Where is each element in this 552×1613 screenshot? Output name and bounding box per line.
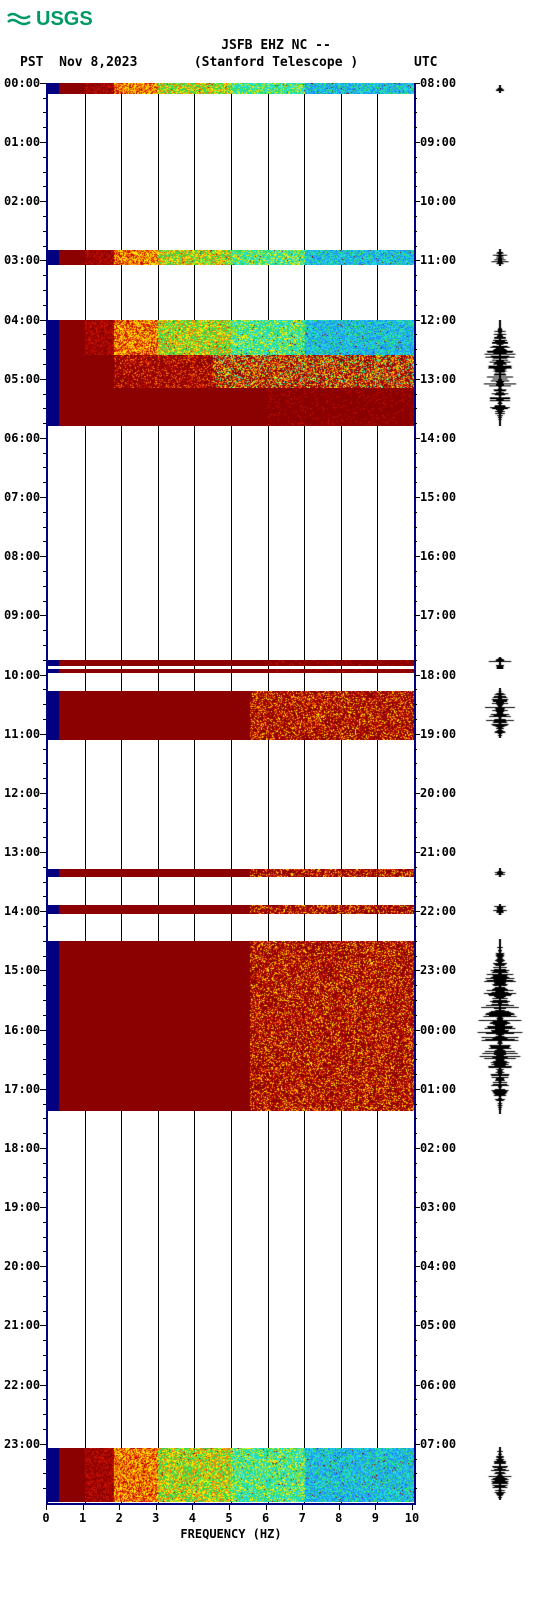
spectral-band xyxy=(48,669,414,674)
spectral-band xyxy=(48,941,414,1111)
waveform-trace xyxy=(465,688,535,738)
waveform-trace xyxy=(465,939,535,1114)
y-label-left: 12:00 xyxy=(4,786,40,800)
waveform-trace xyxy=(465,868,535,877)
x-tick-label: 3 xyxy=(152,1511,159,1525)
y-label-right: 16:00 xyxy=(420,549,456,563)
y-label-left: 05:00 xyxy=(4,372,40,386)
y-label-left: 00:00 xyxy=(4,76,40,90)
y-label-right: 14:00 xyxy=(420,431,456,445)
y-label-right: 08:00 xyxy=(420,76,456,90)
spectral-band xyxy=(48,905,414,914)
y-label-right: 12:00 xyxy=(420,313,456,327)
spectral-band xyxy=(48,869,414,877)
y-label-left: 17:00 xyxy=(4,1082,40,1096)
y-label-left: 08:00 xyxy=(4,549,40,563)
spectral-band xyxy=(48,1448,414,1501)
spectral-band xyxy=(48,355,414,388)
y-label-left: 03:00 xyxy=(4,253,40,267)
y-label-right: 15:00 xyxy=(420,490,456,504)
y-label-right: 07:00 xyxy=(420,1437,456,1451)
y-label-left: 19:00 xyxy=(4,1200,40,1214)
y-label-left: 16:00 xyxy=(4,1023,40,1037)
chart-header: JSFB EHZ NC -- PST Nov 8,2023 (Stanford … xyxy=(0,38,552,71)
y-label-left: 13:00 xyxy=(4,845,40,859)
waveform-trace xyxy=(465,249,535,267)
tz-left-label: PST Nov 8,2023 xyxy=(20,55,137,72)
spectrogram-chart: FREQUENCY (HZ) 0 1 2 3 4 5 6 7 8 9 10 00:00 01:00 02… xyxy=(0,83,552,1563)
y-label-left: 20:00 xyxy=(4,1259,40,1273)
y-label-right: 21:00 xyxy=(420,845,456,859)
x-tick-label: 1 xyxy=(79,1511,86,1525)
spectral-band xyxy=(48,320,414,356)
waveform-trace xyxy=(465,85,535,93)
x-tick-label: 6 xyxy=(262,1511,269,1525)
x-tick-label: 0 xyxy=(42,1511,49,1525)
waveform-trace xyxy=(465,320,535,427)
y-label-right: 06:00 xyxy=(420,1378,456,1392)
y-label-left: 23:00 xyxy=(4,1437,40,1451)
y-label-right: 03:00 xyxy=(420,1200,456,1214)
y-label-right: 05:00 xyxy=(420,1318,456,1332)
x-axis: FREQUENCY (HZ) 012345678910 xyxy=(46,1505,416,1555)
x-tick-label: 4 xyxy=(189,1511,196,1525)
y-label-right: 22:00 xyxy=(420,904,456,918)
y-label-right: 19:00 xyxy=(420,727,456,741)
y-label-left: 10:00 xyxy=(4,668,40,682)
usgs-logo: USGS xyxy=(6,4,96,32)
y-label-right: 01:00 xyxy=(420,1082,456,1096)
y-label-right: 17:00 xyxy=(420,608,456,622)
spectral-band xyxy=(48,660,414,666)
y-label-right: 20:00 xyxy=(420,786,456,800)
y-label-right: 23:00 xyxy=(420,963,456,977)
spectral-band xyxy=(48,388,414,426)
spectral-band xyxy=(48,691,414,740)
spectrogram-area xyxy=(46,83,416,1505)
y-label-left: 06:00 xyxy=(4,431,40,445)
y-label-left: 09:00 xyxy=(4,608,40,622)
y-label-left: 21:00 xyxy=(4,1318,40,1332)
y-label-right: 02:00 xyxy=(420,1141,456,1155)
spectral-band xyxy=(48,250,414,265)
y-label-right: 13:00 xyxy=(420,372,456,386)
x-tick-label: 2 xyxy=(116,1511,123,1525)
x-tick-label: 8 xyxy=(335,1511,342,1525)
y-label-left: 15:00 xyxy=(4,963,40,977)
header-station: JSFB EHZ NC -- xyxy=(0,38,552,55)
spectral-band xyxy=(48,83,414,94)
header-location: (Stanford Telescope ) xyxy=(194,55,358,70)
y-label-left: 22:00 xyxy=(4,1378,40,1392)
y-label-left: 02:00 xyxy=(4,194,40,208)
y-label-right: 04:00 xyxy=(420,1259,456,1273)
y-label-left: 01:00 xyxy=(4,135,40,149)
y-label-right: 00:00 xyxy=(420,1023,456,1037)
y-label-right: 11:00 xyxy=(420,253,456,267)
waveform-trace xyxy=(465,657,535,669)
y-label-right: 10:00 xyxy=(420,194,456,208)
waveform-trace xyxy=(465,904,535,915)
x-tick-label: 10 xyxy=(405,1511,419,1525)
y-label-right: 09:00 xyxy=(420,135,456,149)
x-tick-label: 5 xyxy=(225,1511,232,1525)
y-label-left: 07:00 xyxy=(4,490,40,504)
logo-text: USGS xyxy=(36,8,93,30)
x-tick-label: 9 xyxy=(372,1511,379,1525)
waveform-trace xyxy=(465,1447,535,1500)
x-tick-label: 7 xyxy=(299,1511,306,1525)
tz-right-label: UTC xyxy=(414,55,437,72)
y-label-right: 18:00 xyxy=(420,668,456,682)
y-label-left: 11:00 xyxy=(4,727,40,741)
y-label-left: 04:00 xyxy=(4,313,40,327)
y-label-left: 14:00 xyxy=(4,904,40,918)
y-label-left: 18:00 xyxy=(4,1141,40,1155)
x-axis-label: FREQUENCY (HZ) xyxy=(180,1527,281,1541)
